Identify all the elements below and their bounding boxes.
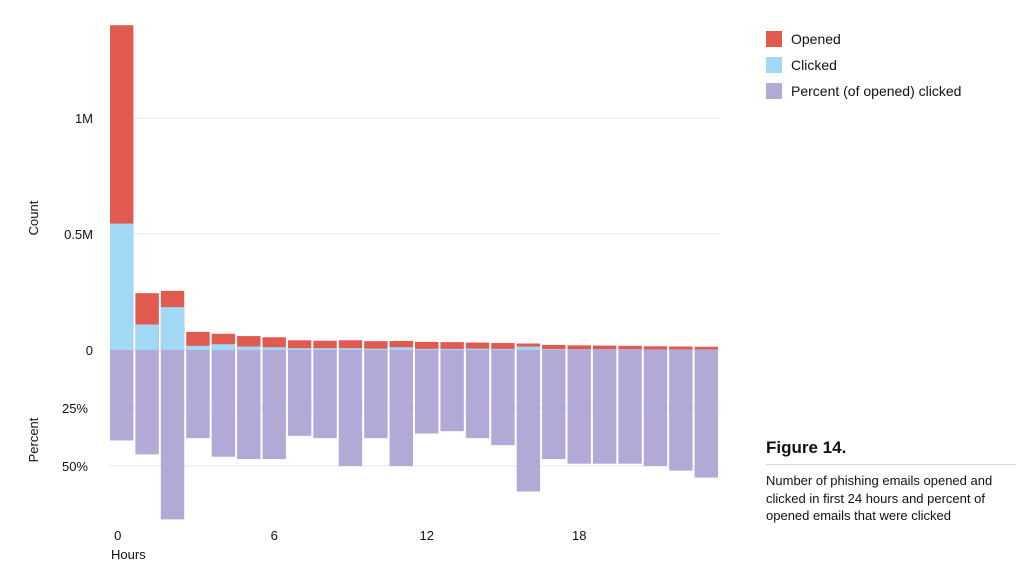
bar-percent — [186, 350, 210, 439]
x-tick-label: 18 — [572, 528, 586, 543]
bar-opened — [389, 340, 413, 350]
legend-swatch-opened — [766, 31, 782, 47]
bar-clicked — [592, 349, 617, 350]
bar-percent — [364, 350, 388, 439]
y-axis-title-percent: Percent — [26, 417, 41, 462]
x-tick-label: 6 — [271, 528, 278, 543]
figure-caption-block: Figure 14. Number of phishing emails ope… — [766, 438, 1016, 525]
bar-percent — [389, 350, 413, 466]
bar-clicked — [160, 307, 185, 350]
bar-percent — [262, 350, 286, 460]
bar-opened — [364, 341, 388, 350]
bar-opened — [262, 337, 286, 350]
bar-percent — [135, 350, 159, 455]
bar-clicked — [542, 349, 566, 350]
bar-percent — [287, 350, 312, 436]
bar-opened — [440, 342, 464, 350]
bar-clicked — [567, 349, 591, 350]
bar-percent — [465, 350, 490, 439]
bar-opened — [643, 346, 668, 350]
bar-opened — [313, 340, 337, 350]
bar-clicked — [618, 349, 642, 350]
legend-label-percent: Percent (of opened) clicked — [791, 83, 962, 99]
bar-opened — [186, 331, 210, 350]
bar-clicked — [364, 348, 388, 350]
bar-percent — [415, 350, 439, 434]
bar-opened — [592, 345, 617, 350]
x-tick-label: 0 — [114, 528, 121, 543]
bar-clicked — [465, 348, 490, 350]
bars — [110, 25, 718, 520]
bar-percent — [567, 350, 591, 464]
bar-clicked — [516, 346, 541, 350]
chart: 0 0.5M 1M 25% 50% 0 6 12 18 Count Percent Hours — [26, 25, 720, 562]
legend-item-percent: Percent (of opened) clicked — [766, 78, 961, 104]
legend: Opened Clicked Percent (of opened) click… — [766, 26, 961, 104]
y-tick-label-count: 0.5M — [64, 227, 93, 242]
bar-percent — [237, 350, 261, 460]
bar-percent — [669, 350, 693, 471]
figure-title: Figure 14. — [766, 438, 1016, 465]
bar-percent — [592, 350, 617, 464]
y-tick-label-percent: 25% — [62, 401, 88, 416]
x-tick-label: 12 — [419, 528, 433, 543]
bar-clicked — [440, 348, 464, 350]
bar-opened — [567, 345, 591, 350]
bar-clicked — [338, 348, 363, 350]
bar-clicked — [211, 344, 236, 350]
bar-percent — [110, 350, 134, 441]
legend-label-opened: Opened — [791, 31, 841, 47]
y-tick-label-count: 0 — [86, 343, 93, 358]
bar-percent — [440, 350, 464, 432]
legend-swatch-clicked — [766, 57, 782, 73]
bar-percent — [313, 350, 337, 439]
bar-opened — [542, 344, 566, 350]
bar-clicked — [287, 348, 312, 350]
bar-clicked — [389, 347, 413, 350]
bar-opened — [669, 346, 693, 350]
bar-opened — [694, 346, 718, 350]
legend-item-opened: Opened — [766, 26, 961, 52]
bar-percent — [160, 350, 185, 520]
bar-opened — [465, 342, 490, 350]
bar-percent — [618, 350, 642, 464]
bar-opened — [618, 345, 642, 350]
bar-clicked — [491, 348, 515, 350]
bar-percent — [516, 350, 541, 492]
bar-clicked — [313, 348, 337, 350]
bar-clicked — [237, 346, 261, 350]
y-tick-label-count: 1M — [75, 111, 93, 126]
bar-percent — [211, 350, 236, 457]
bar-clicked — [415, 348, 439, 350]
bar-percent — [491, 350, 515, 446]
legend-label-clicked: Clicked — [791, 57, 837, 73]
bar-opened — [338, 340, 363, 350]
bar-opened — [415, 341, 439, 350]
legend-swatch-percent — [766, 83, 782, 99]
y-tick-label-percent: 50% — [62, 459, 88, 474]
bar-percent — [338, 350, 363, 466]
bar-percent — [643, 350, 668, 466]
bar-clicked — [262, 347, 286, 350]
bar-percent — [694, 350, 718, 478]
bar-opened — [287, 340, 312, 350]
x-axis-title: Hours — [111, 547, 146, 562]
figure-caption: Number of phishing emails opened and cli… — [766, 473, 993, 523]
bar-clicked — [110, 223, 134, 350]
bar-percent — [542, 350, 566, 460]
tick-labels: 0 0.5M 1M 25% 50% 0 6 12 18 — [62, 111, 586, 543]
bar-clicked — [135, 324, 159, 350]
legend-item-clicked: Clicked — [766, 52, 961, 78]
bar-opened — [491, 343, 515, 350]
bar-clicked — [186, 345, 210, 350]
y-axis-title-count: Count — [26, 200, 41, 235]
